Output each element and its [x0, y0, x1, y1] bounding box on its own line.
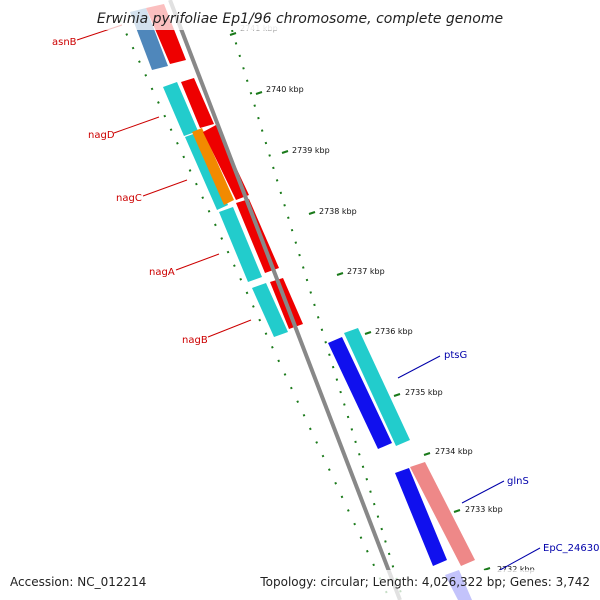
tick-2738 [308, 211, 316, 215]
forward-gene-labels: ptsG glnS EpC_24630 [397, 350, 599, 571]
gene-label-ptsG[interactable]: ptsG [444, 350, 467, 361]
kbp-label: 2740 kbp [266, 85, 304, 94]
kbp-label: 2736 kbp [375, 327, 413, 336]
gene-label-glnS[interactable]: glnS [507, 476, 529, 487]
feature-ptsG-cds[interactable] [328, 337, 392, 449]
tick-2734 [423, 452, 431, 456]
tick-2739 [281, 150, 289, 154]
feature-nagD-cds[interactable] [163, 82, 198, 136]
feature-glnS-cds[interactable] [395, 468, 447, 566]
feature-ptsG-gene[interactable] [344, 328, 410, 446]
feature-nagD-gene[interactable] [181, 78, 214, 128]
leader-ptsG [397, 355, 441, 379]
feature-nagC-orange[interactable] [192, 128, 234, 205]
kbp-label: 2738 kbp [319, 207, 357, 216]
accession-text: Accession: NC_012214 [10, 575, 146, 589]
kbp-label: 2737 kbp [347, 267, 385, 276]
leader-nagA [175, 253, 220, 271]
gene-label-EpC_24630[interactable]: EpC_24630 [543, 543, 599, 554]
kbp-label: 2739 kbp [292, 146, 330, 155]
tick-2736 [364, 331, 372, 335]
feature-nagA-cds[interactable] [219, 207, 262, 282]
tick-2740 [255, 91, 263, 95]
feature-nagC-cds[interactable] [185, 133, 228, 210]
leader-nagD [113, 116, 160, 134]
kbp-label: 2735 kbp [405, 388, 443, 397]
gene-label-asnB[interactable]: asnB [52, 37, 77, 48]
feature-glnS-gene[interactable] [410, 462, 475, 566]
footer-band [0, 570, 600, 600]
title-band [0, 0, 600, 30]
map-title: Erwinia pyrifoliae Ep1/96 chromosome, co… [97, 11, 503, 27]
scale-ticks [229, 32, 491, 571]
kbp-label: 2733 kbp [465, 505, 503, 514]
tick-2732 [483, 567, 491, 571]
outer-ruler-dots [231, 29, 404, 600]
tick-2741 [229, 32, 237, 36]
topology-text: Topology: circular; Length: 4,026,322 bp… [259, 575, 590, 589]
tick-2737 [336, 272, 344, 276]
gene-label-nagC[interactable]: nagC [116, 193, 142, 204]
chromosome-backbone [168, 0, 402, 600]
gene-label-nagD[interactable]: nagD [88, 130, 115, 141]
kbp-label: 2732 kbp [497, 565, 535, 574]
gene-label-nagB[interactable]: nagB [182, 335, 208, 346]
tick-2735 [393, 393, 401, 397]
feature-nagB-cds[interactable] [252, 283, 288, 337]
tick-2733 [453, 509, 461, 513]
inner-ruler-dots [119, 19, 391, 600]
kbp-label: 2734 kbp [435, 447, 473, 456]
leader-nagB [207, 319, 252, 338]
leader-EpC_24630 [499, 547, 541, 571]
leader-glnS [461, 480, 505, 504]
gene-label-nagA[interactable]: nagA [149, 267, 175, 278]
leader-nagC [142, 179, 188, 197]
